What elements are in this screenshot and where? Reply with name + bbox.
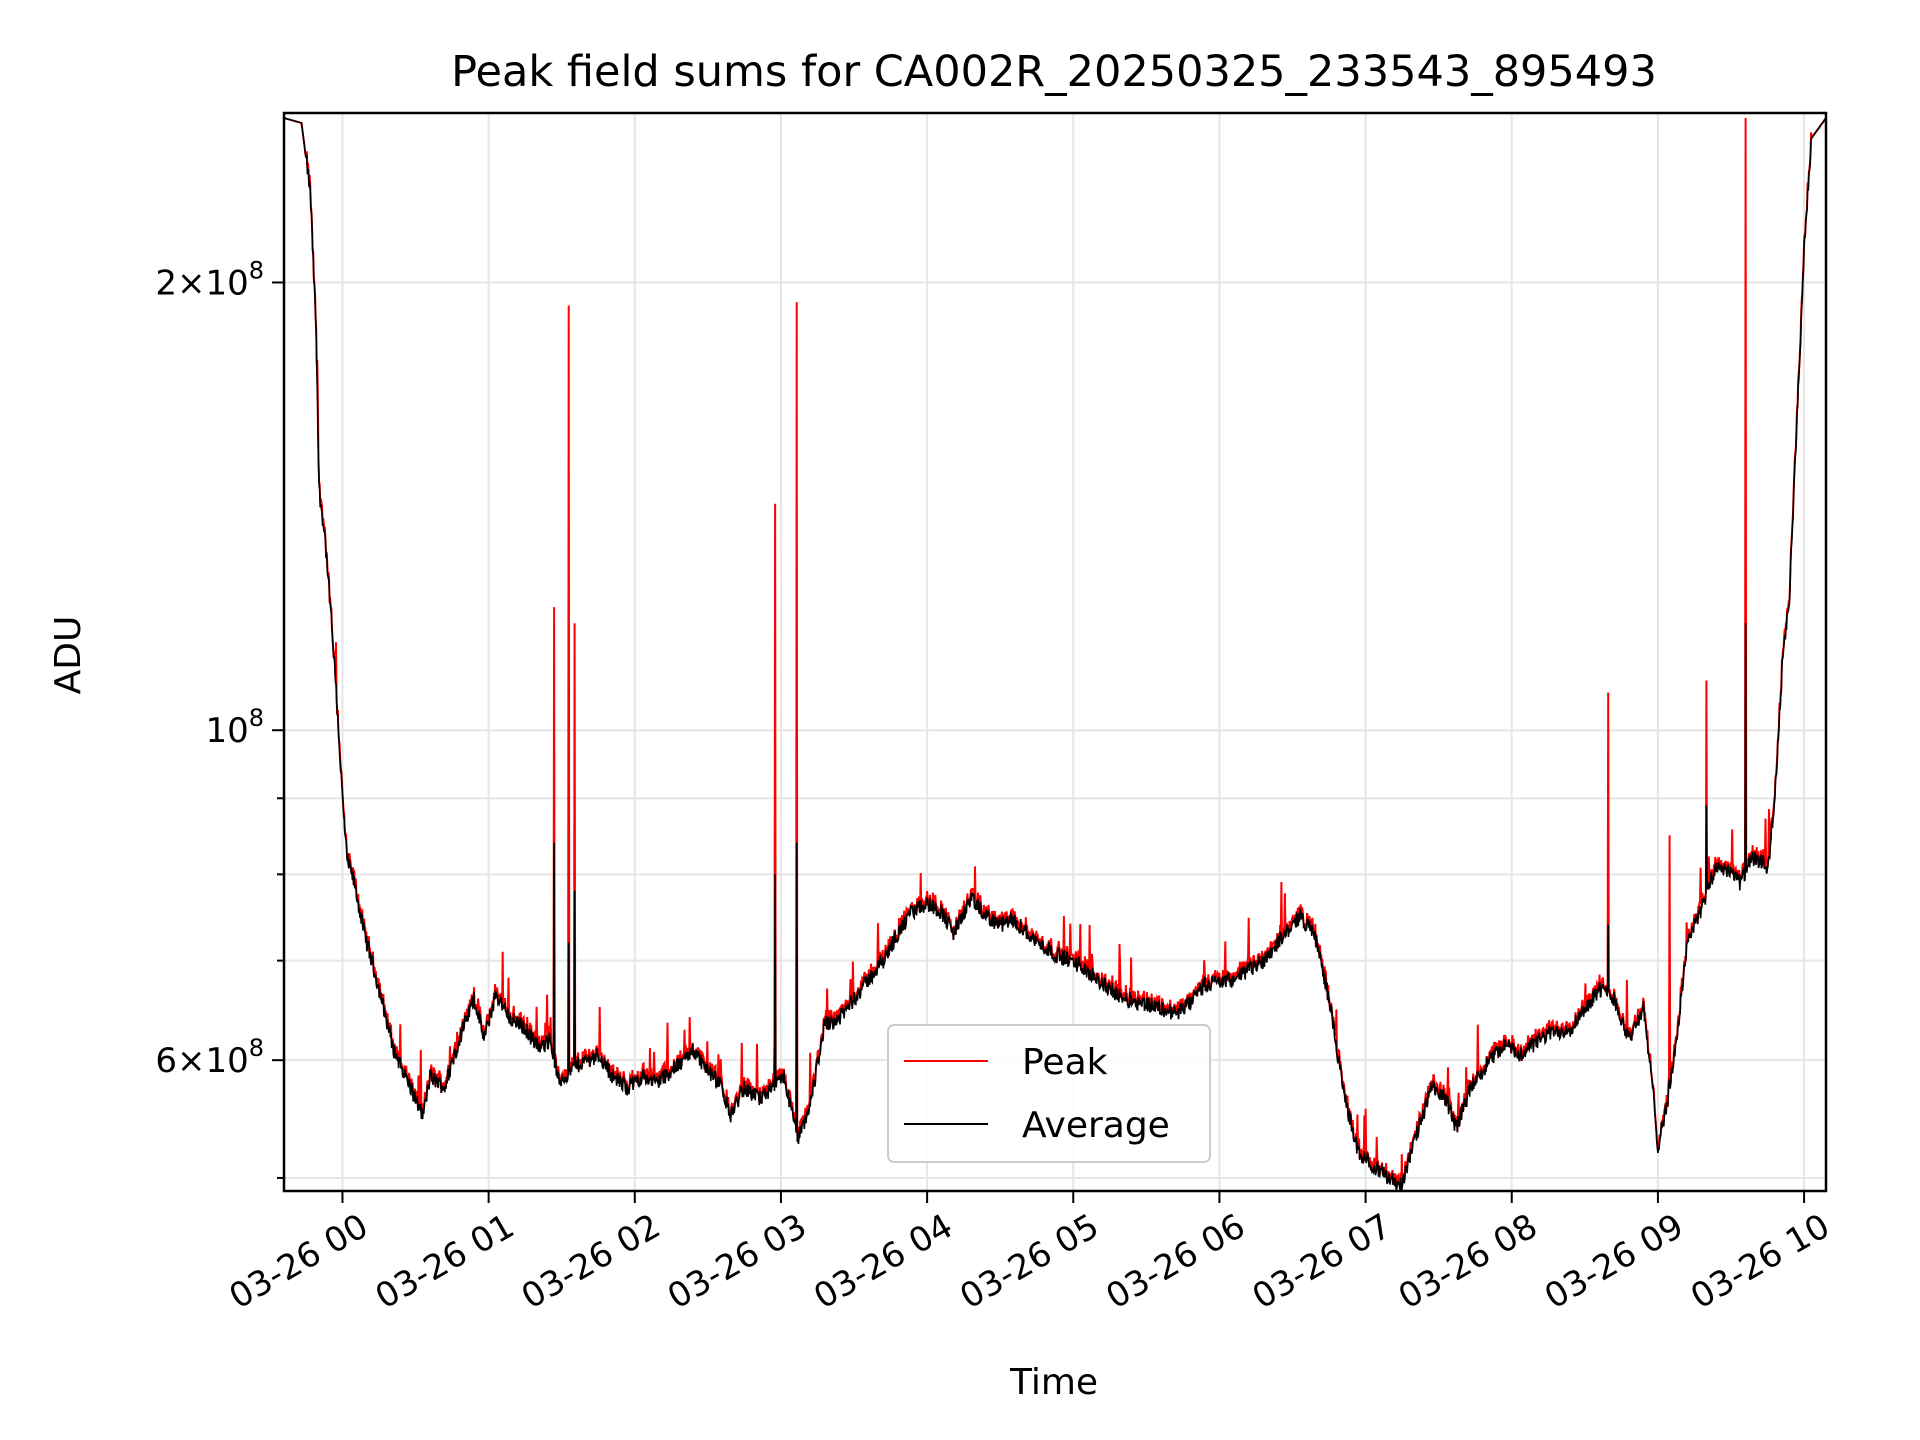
- legend-label-peak: Peak: [1022, 1042, 1108, 1083]
- legend-box: [887, 1024, 1211, 1163]
- plot-frame: [282, 111, 1828, 1193]
- legend-label-average: Average: [1022, 1105, 1170, 1146]
- series-line-average: [284, 117, 1826, 1191]
- y-axis-label: ADU: [48, 616, 89, 695]
- chart-title: Peak field sums for CA002R_20250325_2335…: [451, 47, 1657, 97]
- y-tick-label-2: 6×108: [155, 1034, 264, 1081]
- y-tick-label-0: 108: [205, 704, 264, 751]
- series-layer: [284, 117, 1826, 1191]
- y-axis: 108 2×108 6×108: [155, 256, 284, 1179]
- x-axis-label: Time: [1009, 1362, 1098, 1403]
- legend: Peak Average: [887, 1024, 1211, 1163]
- y-tick-label-1: 2×108: [155, 256, 264, 303]
